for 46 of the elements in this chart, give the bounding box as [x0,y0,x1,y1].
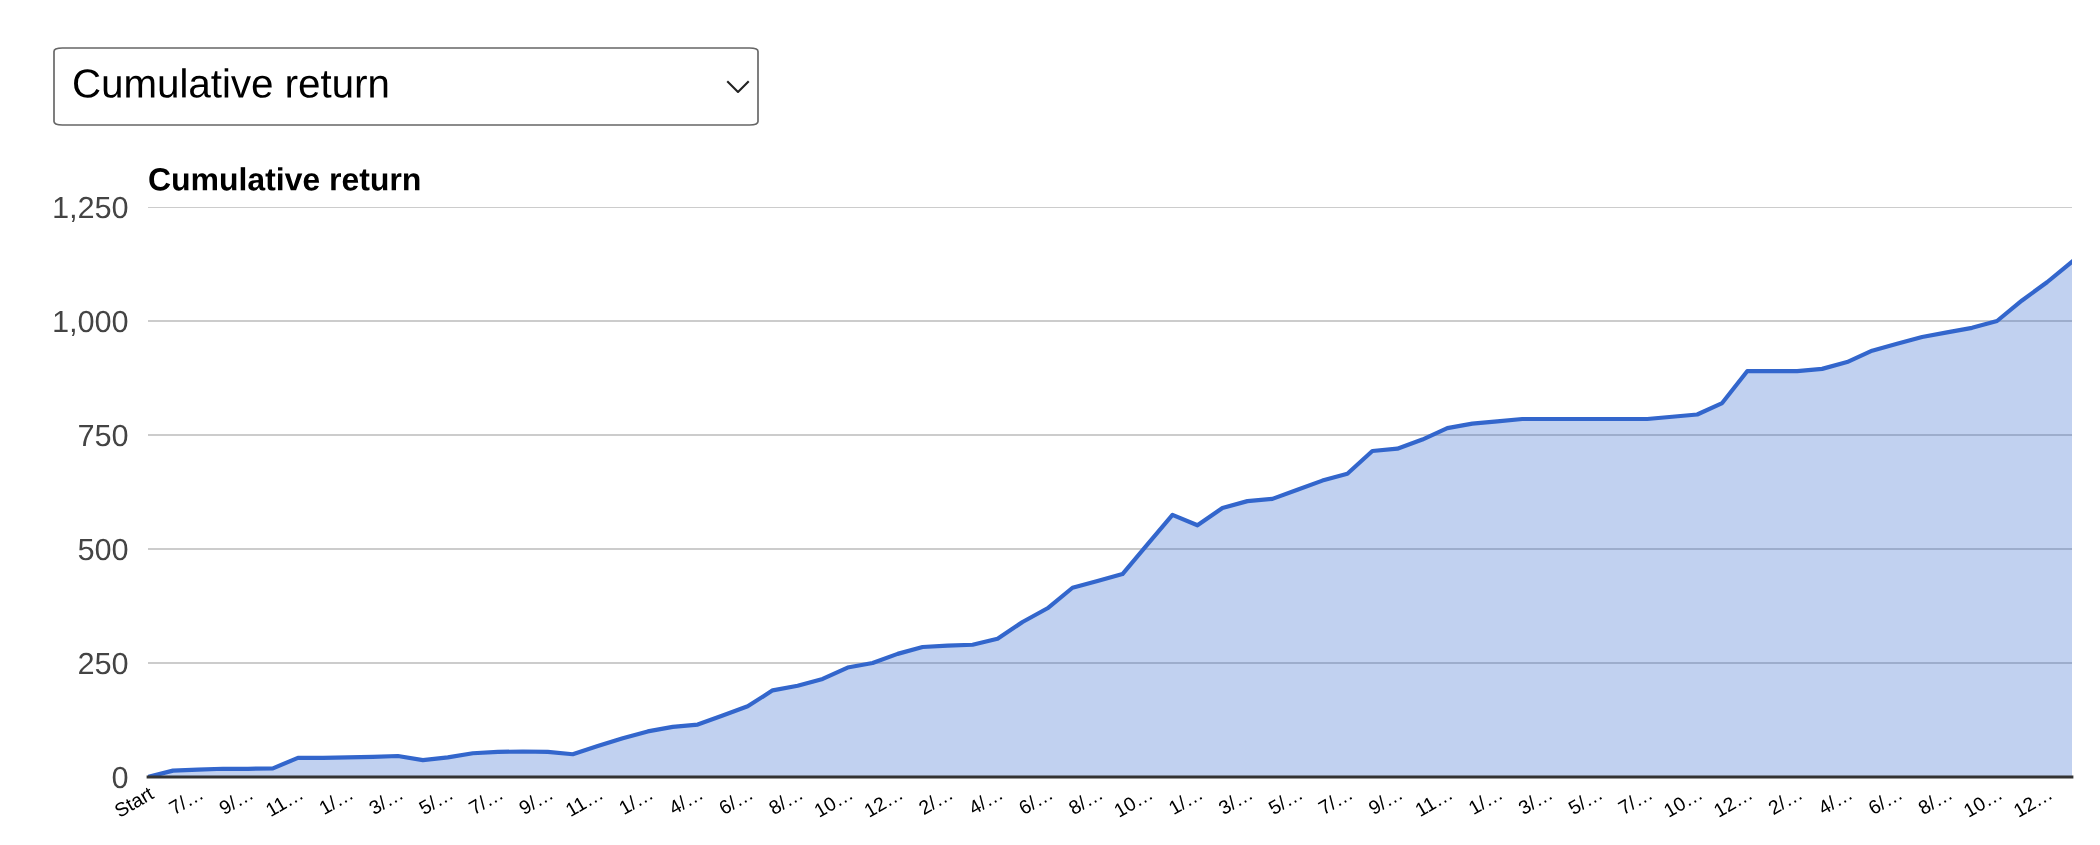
x-tick-label: 9/… [1367,786,1403,816]
x-tick-label: 4/… [1816,786,1852,816]
x-tick-label: 7/… [467,786,503,816]
x-tick-label: 2/… [1767,786,1802,816]
x-tick-label: 11… [565,787,603,817]
x-tick-label: 4/… [667,786,703,816]
y-tick-label: 1,000 [54,310,128,336]
x-tick-label: 10… [1663,787,1703,818]
x-tick-label: 8/… [1067,786,1103,816]
x-tick-label: 1/… [618,786,653,815]
x-tick-label: 7/… [167,786,203,816]
x-tick-label: 12… [863,787,903,818]
x-tick-label: 11… [1414,787,1453,817]
x-tick-label: 5/… [1567,786,1603,816]
x-tick-label: 1/… [318,786,353,815]
x-tick-label: 11… [265,787,303,817]
chart-title: Cumulative return [149,167,420,191]
x-tick-label: 7/… [1317,786,1353,816]
x-tick-label: 3/… [1217,786,1253,816]
x-tick-label: 8/… [767,786,803,816]
x-tick-label: 6/… [717,786,753,816]
x-tick-label: 10… [1113,787,1153,818]
x-tick-label: 1/… [1167,786,1203,815]
x-tick-label: 1/… [1467,786,1503,815]
x-tick-label: 4/… [967,786,1003,816]
x-tick-label: 5/… [417,786,453,816]
x-tick-label: 10… [813,787,853,818]
x-tick-label: 2/… [917,786,953,816]
x-tick-label: 5/… [1267,786,1303,816]
x-tick-label: 6/… [1867,786,1902,816]
x-tick-label: 9/… [517,786,553,816]
x-tick-label: 6/… [1017,786,1053,816]
x-tick-label: 12… [1713,787,1752,818]
x-tick-label: 12… [2012,787,2052,818]
x-tick-label: 7/… [1617,786,1653,816]
x-tick-label: 3/… [1517,786,1553,816]
x-tick-label: 10… [1963,787,2002,818]
y-tick-label: 500 [78,538,128,561]
y-tick-label: 250 [79,652,128,675]
x-tick-label: 8/… [1916,786,1952,816]
y-tick-label: 1,250 [54,196,128,222]
x-tick-label: 3/… [367,786,403,816]
text: Cumulative return [74,68,388,98]
y-tick-label: 0 [112,766,128,789]
y-tick-label: 750 [79,424,128,447]
x-tick-label: 9/… [217,786,253,816]
